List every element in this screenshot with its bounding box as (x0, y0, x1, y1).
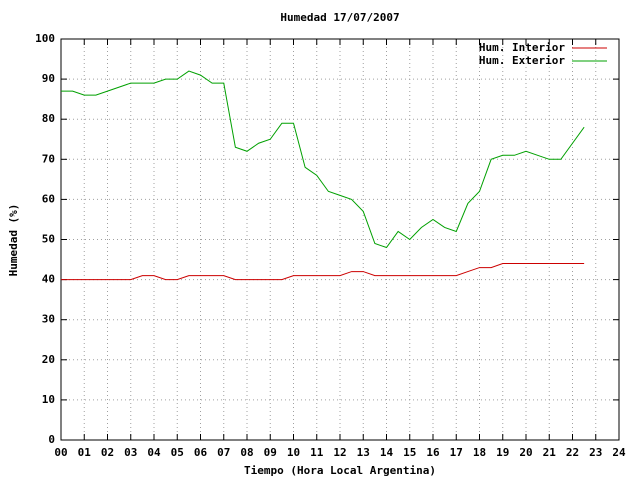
x-tick-label: 24 (612, 446, 626, 459)
x-tick-label: 19 (496, 446, 509, 459)
x-tick-label: 11 (310, 446, 324, 459)
x-tick-label: 04 (147, 446, 161, 459)
x-tick-label: 21 (543, 446, 557, 459)
y-tick-label: 80 (42, 112, 55, 125)
x-axis-label: Tiempo (Hora Local Argentina) (244, 464, 436, 477)
y-tick-label: 100 (35, 32, 55, 45)
x-tick-label: 14 (380, 446, 394, 459)
x-tick-label: 23 (589, 446, 602, 459)
y-tick-label: 10 (42, 393, 55, 406)
x-tick-label: 22 (566, 446, 579, 459)
x-tick-label: 16 (426, 446, 440, 459)
y-tick-label: 60 (42, 192, 55, 205)
x-tick-label: 10 (287, 446, 300, 459)
y-tick-label: 70 (42, 152, 55, 165)
x-tick-label: 07 (217, 446, 230, 459)
x-tick-label: 20 (519, 446, 532, 459)
x-tick-label: 08 (240, 446, 253, 459)
x-tick-label: 09 (264, 446, 277, 459)
x-tick-label: 06 (194, 446, 208, 459)
x-tick-label: 18 (473, 446, 486, 459)
x-tick-label: 01 (78, 446, 92, 459)
data-line (61, 70, 585, 249)
y-tick-label: 40 (42, 273, 55, 286)
chart-title: Humedad 17/07/2007 (280, 11, 399, 24)
x-tick-label: 02 (101, 446, 114, 459)
legend-label: Hum. Interior (479, 41, 565, 54)
x-tick-label: 13 (357, 446, 370, 459)
data-line (61, 263, 585, 281)
x-tick-label: 15 (403, 446, 416, 459)
y-tick-label: 0 (48, 433, 55, 446)
y-tick-label: 30 (42, 313, 55, 326)
x-tick-label: 00 (54, 446, 67, 459)
x-tick-label: 12 (333, 446, 346, 459)
y-tick-label: 90 (42, 72, 55, 85)
plot-border (60, 38, 620, 441)
y-axis-label: Humedad (%) (7, 204, 20, 277)
legend-label: Hum. Exterior (479, 54, 565, 67)
x-tick-label: 03 (124, 446, 137, 459)
x-tick-label: 05 (171, 446, 184, 459)
x-tick-label: 17 (450, 446, 463, 459)
y-tick-label: 20 (42, 353, 55, 366)
y-tick-label: 50 (42, 233, 55, 246)
